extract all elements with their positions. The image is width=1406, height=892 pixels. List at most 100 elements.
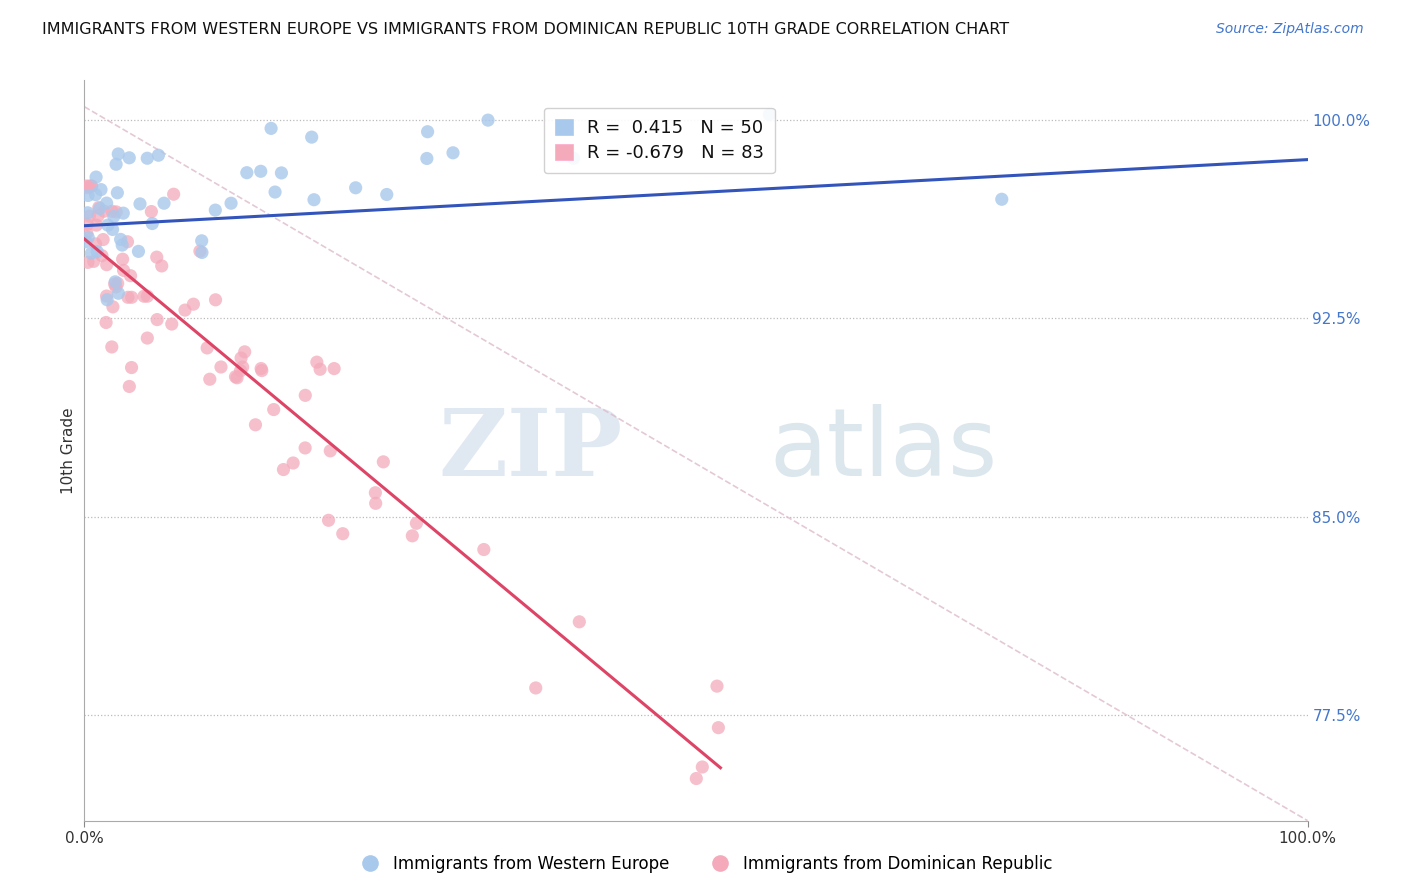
- Point: [84, 187, 107, 202]
- Point: [76, 218, 98, 232]
- Point: [229, 351, 252, 365]
- Point: [477, 113, 499, 128]
- Point: [107, 147, 129, 161]
- Point: [309, 362, 332, 376]
- Point: [112, 206, 135, 220]
- Point: [75, 235, 97, 249]
- Point: [209, 359, 232, 374]
- Point: [117, 290, 139, 304]
- Point: [96, 289, 118, 303]
- Point: [132, 289, 155, 303]
- Point: [84, 236, 107, 251]
- Point: [121, 290, 143, 304]
- Point: [90, 183, 112, 197]
- Point: [79, 209, 101, 223]
- Point: [76, 226, 98, 240]
- Point: [101, 340, 124, 354]
- Point: [250, 361, 273, 376]
- Point: [101, 204, 124, 219]
- Point: [110, 232, 132, 246]
- Point: [364, 496, 387, 510]
- Point: [562, 152, 585, 166]
- Point: [524, 681, 547, 695]
- Point: [163, 187, 186, 202]
- Point: [83, 254, 105, 268]
- Point: [77, 255, 100, 269]
- Point: [96, 196, 118, 211]
- Point: [101, 300, 124, 314]
- Point: [94, 316, 117, 330]
- Point: [117, 235, 139, 249]
- Point: [87, 209, 110, 223]
- Point: [204, 293, 226, 307]
- Point: [86, 218, 108, 232]
- Point: [273, 462, 295, 476]
- Point: [141, 217, 163, 231]
- Point: [229, 364, 252, 378]
- Point: [107, 277, 129, 291]
- Point: [103, 210, 125, 224]
- Point: [80, 246, 103, 260]
- Point: [136, 151, 159, 165]
- Point: [225, 369, 247, 384]
- Point: [76, 180, 98, 194]
- Point: [301, 130, 323, 145]
- Point: [318, 513, 340, 527]
- Point: [249, 164, 271, 178]
- Point: [416, 125, 439, 139]
- Point: [685, 772, 707, 786]
- Point: [160, 317, 183, 331]
- Point: [120, 268, 142, 283]
- Point: [105, 186, 128, 200]
- Point: [79, 179, 101, 194]
- Point: [204, 203, 226, 218]
- Point: [76, 206, 98, 220]
- Point: [141, 204, 163, 219]
- Point: [332, 526, 354, 541]
- Text: IMMIGRANTS FROM WESTERN EUROPE VS IMMIGRANTS FROM DOMINICAN REPUBLIC 10TH GRADE : IMMIGRANTS FROM WESTERN EUROPE VS IMMIGR…: [42, 22, 1010, 37]
- Point: [183, 297, 205, 311]
- Point: [270, 166, 292, 180]
- Point: [441, 145, 464, 160]
- Point: [129, 197, 152, 211]
- Point: [264, 185, 287, 199]
- Point: [294, 441, 316, 455]
- Point: [104, 277, 127, 291]
- Point: [245, 417, 267, 432]
- Point: [87, 201, 110, 215]
- Y-axis label: 10th Grade: 10th Grade: [60, 407, 76, 494]
- Legend: Immigrants from Western Europe, Immigrants from Dominican Republic: Immigrants from Western Europe, Immigran…: [347, 848, 1059, 880]
- Point: [294, 388, 316, 402]
- Point: [219, 196, 242, 211]
- Point: [401, 529, 423, 543]
- Point: [281, 456, 304, 470]
- Point: [302, 193, 325, 207]
- Text: Source: ZipAtlas.com: Source: ZipAtlas.com: [1216, 22, 1364, 37]
- Point: [707, 721, 730, 735]
- Point: [233, 344, 256, 359]
- Point: [136, 331, 159, 345]
- Point: [305, 355, 328, 369]
- Point: [89, 202, 111, 216]
- Point: [136, 289, 159, 303]
- Point: [118, 151, 141, 165]
- Point: [150, 259, 173, 273]
- Point: [191, 245, 214, 260]
- Point: [75, 179, 97, 194]
- Point: [104, 275, 127, 289]
- Point: [127, 244, 149, 259]
- Point: [568, 615, 591, 629]
- Point: [991, 192, 1014, 206]
- Point: [373, 455, 395, 469]
- Point: [105, 157, 128, 171]
- Point: [190, 234, 212, 248]
- Point: [112, 263, 135, 277]
- Point: [344, 181, 367, 195]
- Point: [91, 249, 114, 263]
- Point: [96, 258, 118, 272]
- Point: [107, 286, 129, 301]
- Point: [250, 363, 273, 377]
- Point: [104, 280, 127, 294]
- Point: [236, 166, 259, 180]
- Point: [364, 485, 387, 500]
